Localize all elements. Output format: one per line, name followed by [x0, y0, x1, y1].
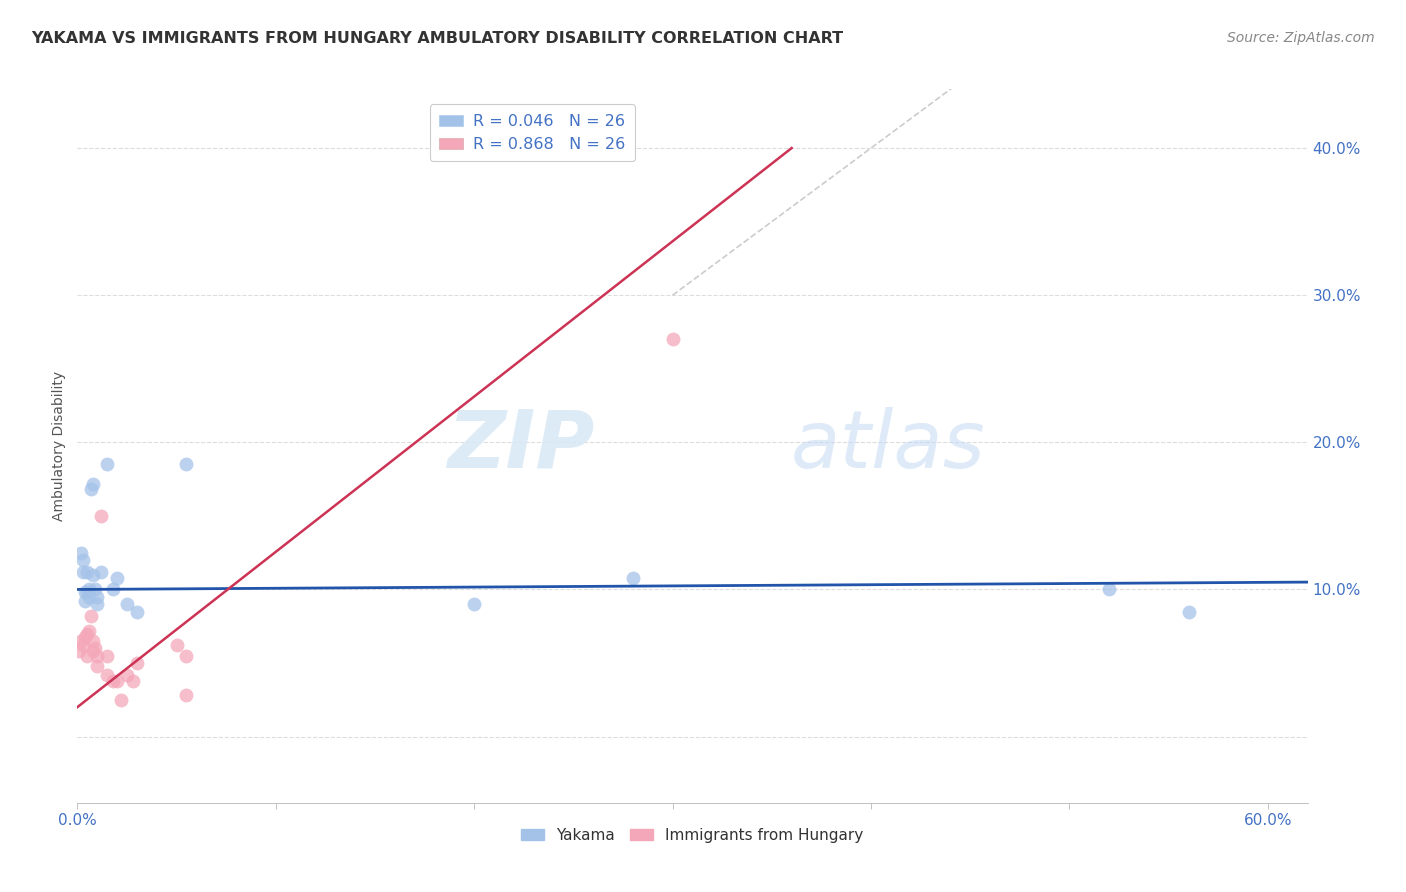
- Point: [86, 590, 108, 604]
- Point: [86, 659, 108, 673]
- Text: YAKAMA VS IMMIGRANTS FROM HUNGARY AMBULATORY DISABILITY CORRELATION CHART: YAKAMA VS IMMIGRANTS FROM HUNGARY AMBULA…: [31, 31, 844, 46]
- Point: [67, 644, 90, 658]
- Point: [75, 594, 97, 608]
- Point: [76, 626, 98, 640]
- Point: [176, 648, 198, 663]
- Point: [82, 644, 104, 658]
- Point: [96, 458, 118, 472]
- Point: [115, 667, 138, 681]
- Legend: Yakama, Immigrants from Hungary: Yakama, Immigrants from Hungary: [515, 822, 870, 848]
- Point: [77, 590, 100, 604]
- Point: [72, 553, 94, 567]
- Point: [84, 641, 107, 656]
- Point: [70, 634, 93, 648]
- Point: [72, 639, 94, 653]
- Point: [77, 624, 100, 638]
- Point: [96, 648, 118, 663]
- Point: [75, 585, 97, 599]
- Point: [77, 582, 100, 597]
- Point: [82, 476, 104, 491]
- Text: ZIP: ZIP: [447, 407, 595, 485]
- Text: Source: ZipAtlas.com: Source: ZipAtlas.com: [1227, 31, 1375, 45]
- Point: [166, 639, 188, 653]
- Point: [176, 689, 198, 703]
- Point: [82, 634, 104, 648]
- Text: atlas: atlas: [792, 407, 986, 485]
- Point: [80, 609, 103, 624]
- Point: [76, 585, 98, 599]
- Point: [115, 597, 138, 611]
- Point: [661, 332, 683, 346]
- Point: [101, 673, 124, 688]
- Point: [90, 565, 112, 579]
- Point: [122, 673, 145, 688]
- Point: [76, 565, 98, 579]
- Point: [96, 667, 118, 681]
- Point: [86, 597, 108, 611]
- Point: [86, 648, 108, 663]
- Point: [90, 508, 112, 523]
- Point: [125, 605, 148, 619]
- Point: [82, 567, 104, 582]
- Point: [176, 458, 198, 472]
- Point: [75, 630, 97, 644]
- Y-axis label: Ambulatory Disability: Ambulatory Disability: [52, 371, 66, 521]
- Point: [80, 483, 103, 497]
- Point: [105, 571, 128, 585]
- Point: [72, 565, 94, 579]
- Point: [101, 582, 124, 597]
- Point: [621, 571, 644, 585]
- Point: [84, 582, 107, 597]
- Point: [76, 648, 98, 663]
- Point: [110, 693, 132, 707]
- Point: [1098, 582, 1121, 597]
- Point: [463, 597, 485, 611]
- Point: [125, 656, 148, 670]
- Point: [70, 546, 93, 560]
- Point: [1177, 605, 1199, 619]
- Point: [105, 673, 128, 688]
